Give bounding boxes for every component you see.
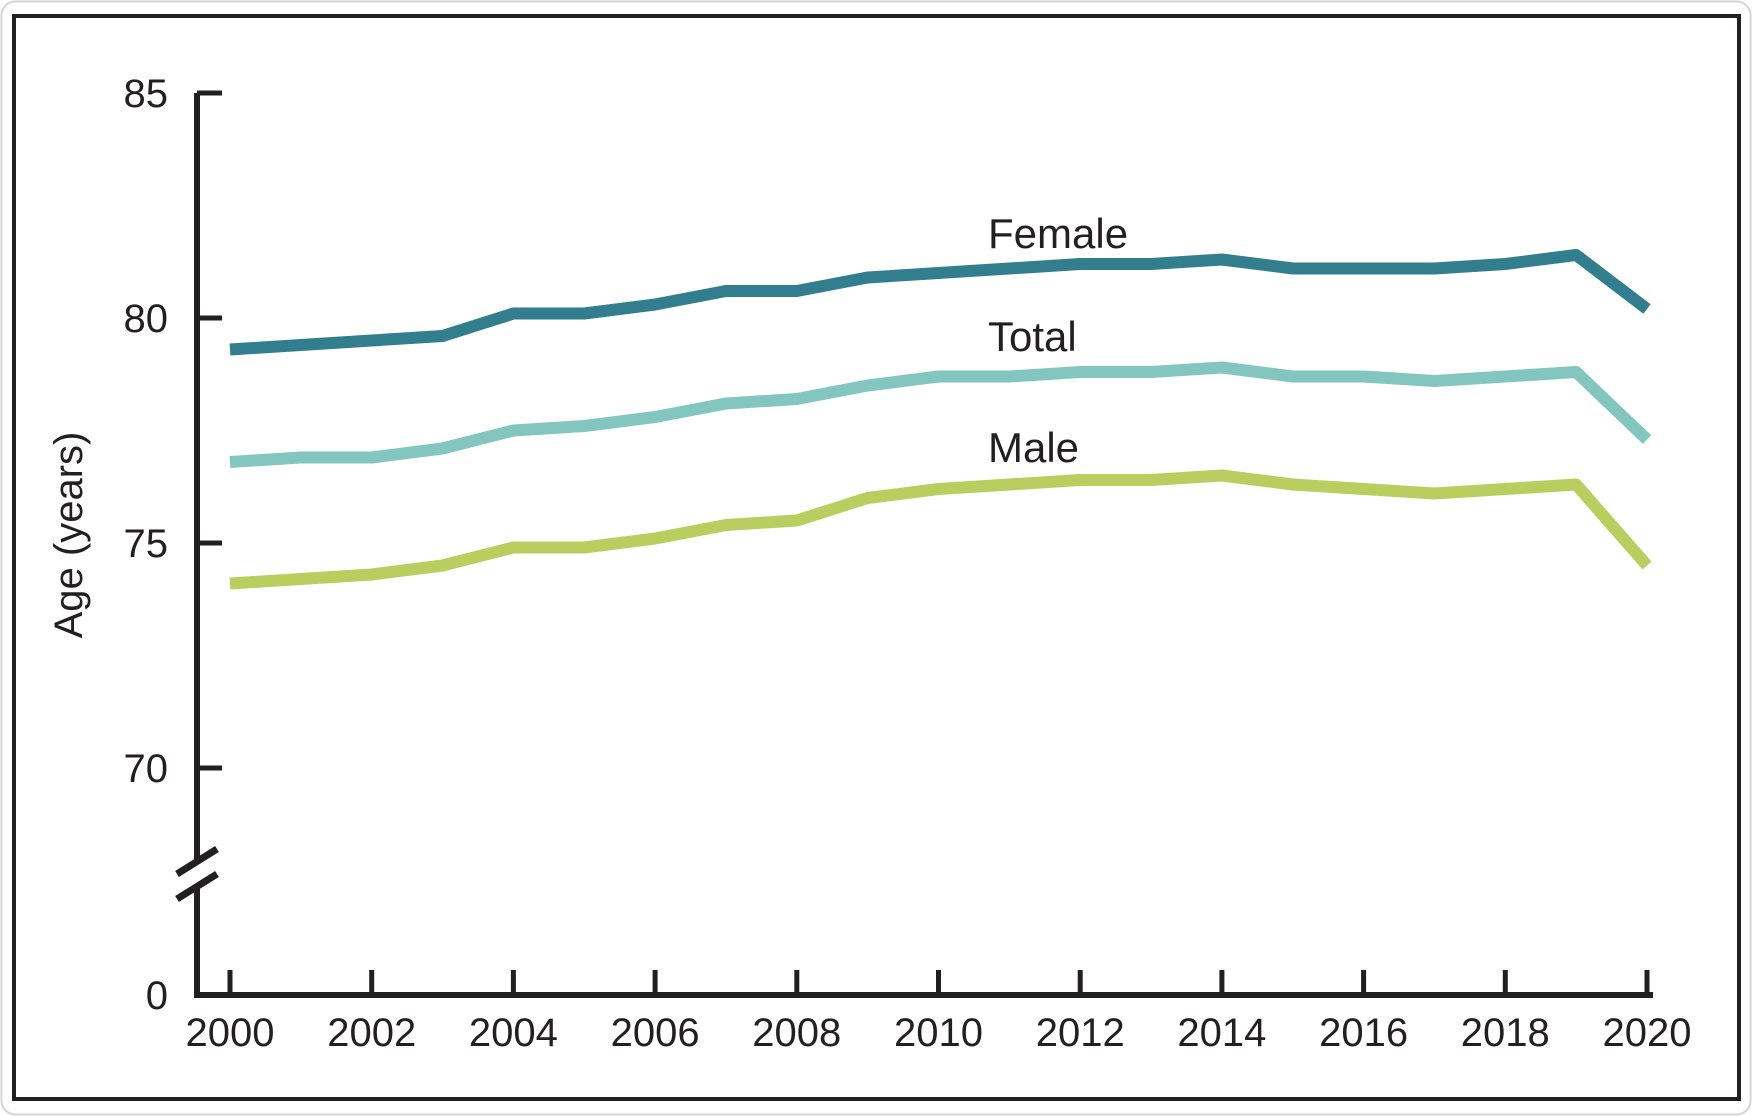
x-tick-label: 2018	[1461, 1011, 1550, 1055]
y-axis-break-slash-upper	[175, 846, 219, 877]
series-label-female: Female	[988, 210, 1128, 257]
y-tick-label: 0	[146, 974, 168, 1018]
x-tick-label: 2020	[1603, 1011, 1692, 1055]
x-tick-label: 2002	[327, 1011, 416, 1055]
series-line-female	[229, 249, 1651, 356]
series-label-total: Total	[988, 313, 1077, 360]
y-axis-break-slash-lower	[175, 871, 219, 902]
y-tick-label: 80	[124, 297, 169, 341]
series-line-male	[229, 469, 1652, 590]
y-axis-ticks-group: 85 80 75 70 0	[124, 72, 222, 1018]
x-tick-label: 2016	[1319, 1011, 1408, 1055]
y-tick-label: 70	[124, 747, 169, 791]
x-tick-label: 2006	[611, 1011, 700, 1055]
series-labels-group: Female Total Male	[988, 210, 1128, 471]
y-tick-label: 75	[124, 522, 169, 566]
x-axis-ticks-group: 2000 2002 2004 2006 2008 2010 2012 2014 2016 2018…	[186, 970, 1692, 1055]
series-line-total	[229, 361, 1652, 468]
series-label-male: Male	[988, 424, 1079, 471]
data-lines-group	[229, 249, 1652, 590]
x-tick-label: 2008	[752, 1011, 841, 1055]
x-tick-label: 2000	[186, 1011, 275, 1055]
y-axis-title: Age (years)	[47, 432, 91, 639]
axes-group	[175, 93, 1653, 998]
x-tick-label: 2010	[894, 1011, 983, 1055]
x-tick-label: 2012	[1036, 1011, 1125, 1055]
x-tick-label: 2004	[469, 1011, 558, 1055]
figure-frame	[12, 14, 1741, 1101]
x-tick-label: 2014	[1177, 1011, 1266, 1055]
y-tick-label: 85	[124, 72, 169, 116]
